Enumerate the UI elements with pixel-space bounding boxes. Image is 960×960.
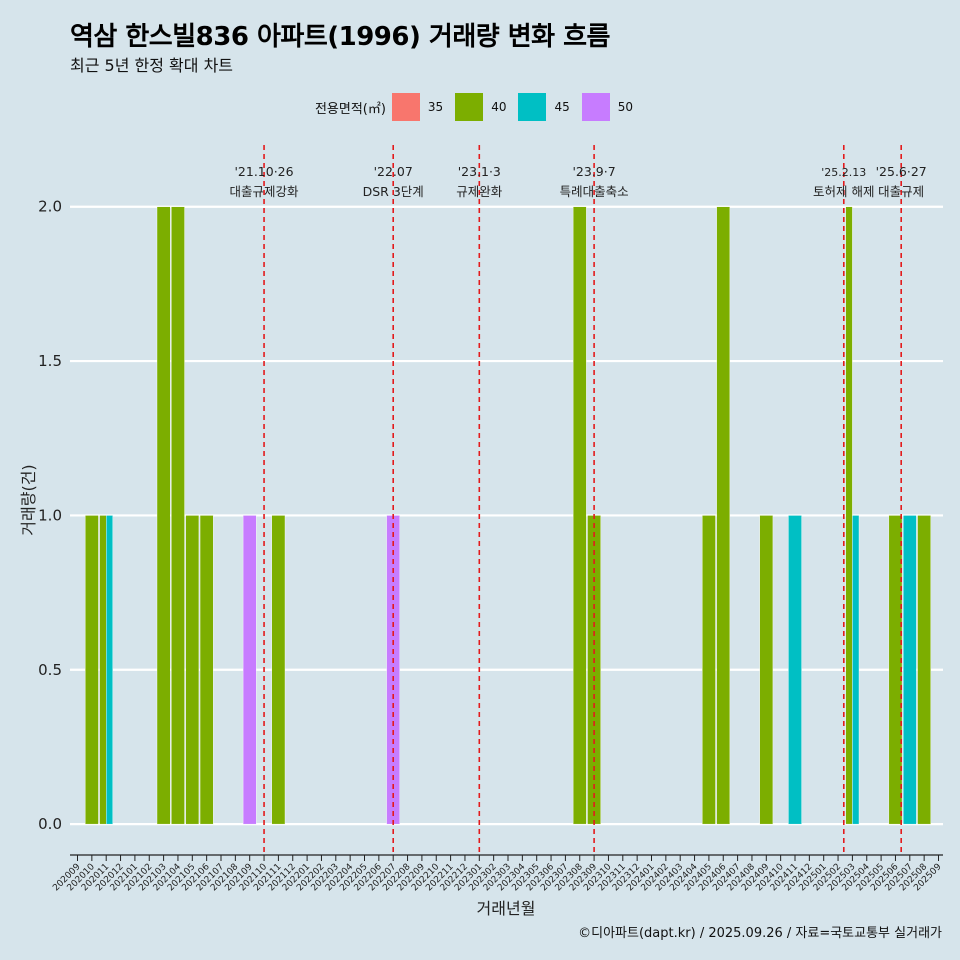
legend-item-50: 50 (581, 93, 634, 121)
bar-202508-40 (917, 515, 931, 825)
bar-202011-45 (105, 515, 113, 825)
event-date-label: '21.10·26 (234, 164, 293, 179)
bar-202010-40 (85, 515, 99, 825)
event-date-label: '23.1·3 (458, 164, 501, 179)
bar-202104-40 (171, 206, 185, 825)
bar-202503-45 (852, 515, 860, 825)
event-date-label: '25.6·27 (876, 164, 927, 179)
legend-swatch-35 (391, 93, 420, 121)
bar-202506-40 (888, 515, 903, 825)
legend-swatch-45 (518, 93, 547, 121)
bar-202109-50 (242, 515, 257, 825)
bar-202105-40 (185, 515, 200, 825)
y-tick-label: 1.5 (38, 352, 62, 370)
legend-item-35: 35 (391, 93, 444, 121)
bar-202409-40 (759, 515, 774, 825)
x-axis-title: 거래년월 (477, 899, 536, 918)
bar-202406-40 (716, 206, 731, 825)
y-tick-label: 2.0 (38, 198, 62, 216)
event-label: 규제완화 (456, 184, 503, 199)
bar-202507-45 (903, 515, 917, 825)
bar-202405-40 (702, 515, 716, 825)
y-tick-label: 0.0 (38, 815, 62, 833)
event-label: 토허제 해제 (813, 184, 874, 199)
bar-202308-40 (572, 206, 587, 825)
event-date-label: '25.2.13 (821, 166, 866, 179)
bar-202503-40 (845, 206, 853, 825)
event-label: 대출규제 (878, 184, 924, 199)
legend-label-40: 40 (491, 100, 507, 114)
event-date-label: '23.9·7 (572, 164, 615, 179)
legend-label-50: 50 (617, 100, 634, 114)
legend-title: 전용면적(㎡) (314, 101, 386, 117)
bar-202103-40 (156, 206, 171, 825)
legend-label-45: 45 (554, 100, 570, 114)
legend-swatch-50 (581, 93, 610, 121)
bar-202111-40 (271, 515, 286, 825)
bar-202411-45 (788, 515, 802, 825)
event-date-label: '22.07 (374, 164, 413, 179)
bar-202106-40 (199, 515, 214, 825)
y-tick-label: 1.0 (38, 506, 62, 524)
chart-subtitle: 최근 5년 한정 확대 차트 (70, 56, 234, 75)
source-caption: ©디아파트(dapt.kr) / 2025.09.26 / 자료=국토교통부 실… (578, 926, 942, 941)
legend: 전용면적(㎡) 35 40 45 50 (0, 93, 960, 121)
y-tick-label: 0.5 (38, 661, 62, 679)
y-axis-title: 거래량(건) (19, 464, 38, 535)
chart-title: 역삼 한스빌836 아파트(1996) 거래량 변화 흐름 (70, 22, 610, 52)
bar-202011-40 (99, 515, 107, 825)
legend-label-35: 35 (427, 100, 444, 114)
legend-item-45: 45 (518, 93, 570, 121)
legend-swatch-40 (455, 93, 484, 121)
event-label: DSR 3단계 (363, 184, 424, 199)
event-label: 대출규제강화 (230, 184, 300, 199)
event-label: 특례대출축소 (560, 184, 629, 199)
legend-item-40: 40 (455, 93, 506, 121)
